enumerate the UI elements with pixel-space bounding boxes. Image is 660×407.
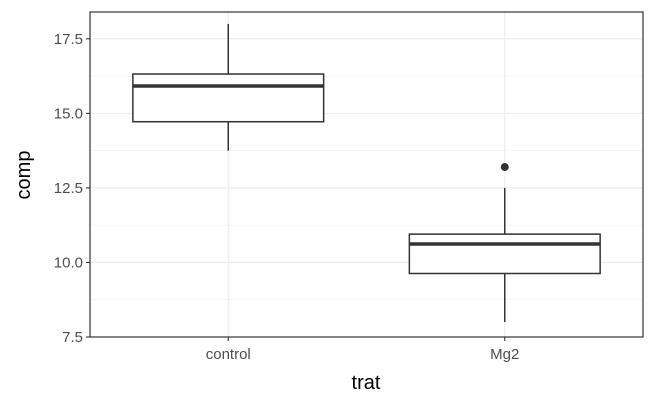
- y-tick-label: 17.5: [54, 31, 83, 48]
- y-tick-label: 12.5: [54, 180, 83, 197]
- x-axis: control Mg2: [206, 337, 519, 363]
- plot-border: [89, 11, 644, 338]
- boxplot-control: [132, 23, 325, 151]
- y-tick-label: 15.0: [54, 105, 83, 122]
- y-tick-label: 7.5: [62, 329, 83, 346]
- outlier-point: [500, 163, 509, 172]
- boxplot-mg2: [408, 163, 601, 323]
- x-axis-title: trat: [352, 372, 381, 394]
- y-axis-title: comp: [13, 151, 35, 200]
- x-tick-label: Mg2: [490, 346, 519, 363]
- y-tick-label: 10.0: [54, 254, 83, 271]
- box-iqr: [132, 73, 325, 123]
- boxplots: [132, 23, 601, 323]
- y-axis: 7.5 10.0 12.5 15.0 17.5: [54, 31, 90, 346]
- plot-background: [90, 12, 643, 337]
- x-tick-label: control: [206, 346, 251, 363]
- box-iqr: [408, 233, 601, 275]
